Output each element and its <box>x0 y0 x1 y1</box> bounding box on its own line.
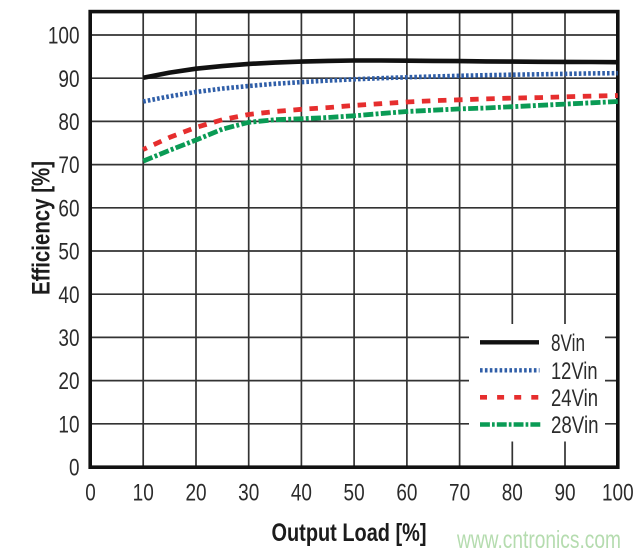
svg-text:60: 60 <box>396 480 417 507</box>
svg-text:8Vin: 8Vin <box>551 330 585 357</box>
svg-text:10: 10 <box>133 480 154 507</box>
svg-text:10: 10 <box>58 411 79 438</box>
svg-text:60: 60 <box>58 195 79 222</box>
svg-text:50: 50 <box>58 239 79 266</box>
svg-text:www.cntronics.com: www.cntronics.com <box>456 526 621 554</box>
svg-text:40: 40 <box>58 282 79 309</box>
svg-text:80: 80 <box>58 109 79 136</box>
svg-text:Efficiency [%]: Efficiency [%] <box>28 161 56 295</box>
svg-text:0: 0 <box>85 480 96 507</box>
svg-text:80: 80 <box>502 480 523 507</box>
svg-text:70: 70 <box>449 480 470 507</box>
svg-text:Output Load [%]: Output Load [%] <box>272 519 427 547</box>
svg-text:20: 20 <box>185 480 206 507</box>
svg-text:100: 100 <box>48 23 80 50</box>
svg-text:70: 70 <box>58 152 79 179</box>
svg-text:28Vin: 28Vin <box>551 412 599 439</box>
svg-text:30: 30 <box>238 480 259 507</box>
svg-text:90: 90 <box>58 66 79 93</box>
svg-text:0: 0 <box>69 455 80 482</box>
svg-text:30: 30 <box>58 325 79 352</box>
svg-text:24Vin: 24Vin <box>551 385 598 412</box>
svg-text:12Vin: 12Vin <box>551 358 598 385</box>
svg-text:40: 40 <box>291 480 312 507</box>
svg-text:50: 50 <box>344 480 365 507</box>
svg-text:90: 90 <box>554 480 575 507</box>
svg-text:100: 100 <box>602 480 634 507</box>
svg-text:20: 20 <box>58 368 79 395</box>
